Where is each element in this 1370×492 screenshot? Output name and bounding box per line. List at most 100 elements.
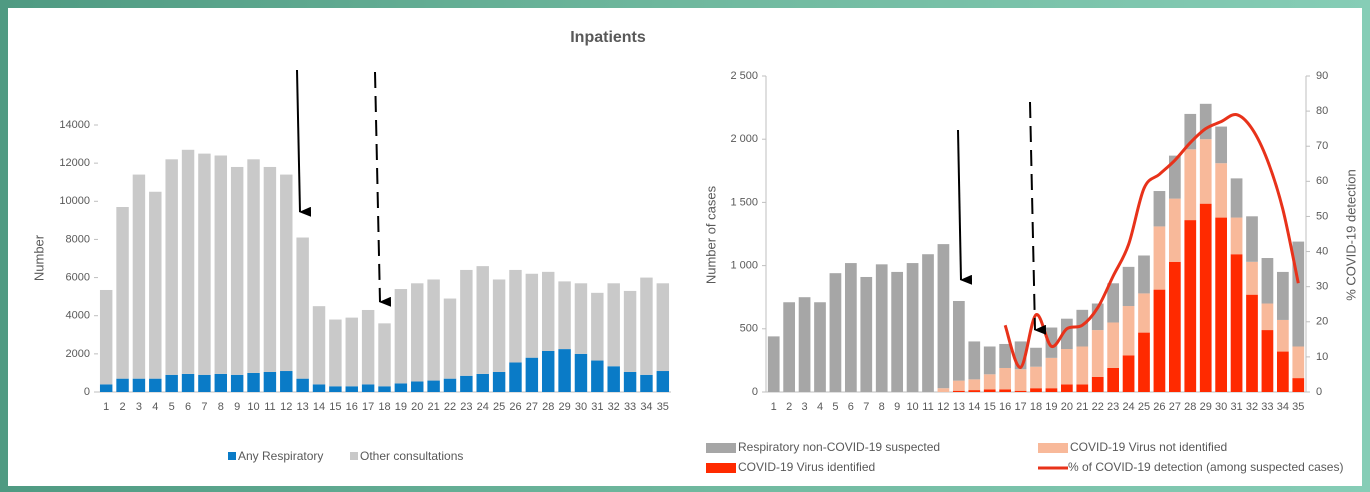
x-tick-label: 13 bbox=[297, 401, 309, 413]
bar bbox=[541, 271, 555, 351]
x-tick-label: 10 bbox=[247, 401, 259, 413]
bar bbox=[198, 374, 211, 392]
y-tick-label: 2000 bbox=[66, 348, 90, 360]
x-tick-label: 32 bbox=[608, 401, 620, 413]
bar bbox=[492, 279, 506, 372]
legend-label: COVID-19 Virus identified bbox=[738, 460, 875, 474]
x-tick-label: 22 bbox=[1092, 401, 1104, 413]
bar bbox=[329, 386, 342, 392]
bar bbox=[574, 283, 588, 354]
bar bbox=[214, 373, 228, 392]
bar bbox=[525, 357, 539, 392]
x-tick-label: 21 bbox=[427, 401, 439, 413]
x-tick-label: 6 bbox=[185, 401, 191, 413]
x-tick-label: 30 bbox=[1215, 401, 1227, 413]
bar bbox=[1091, 330, 1104, 377]
bar bbox=[1168, 261, 1181, 392]
x-tick-label: 19 bbox=[395, 401, 407, 413]
bar bbox=[968, 379, 981, 391]
bar bbox=[460, 269, 473, 376]
bar bbox=[116, 207, 129, 379]
x-tick-label: 1 bbox=[103, 401, 109, 413]
bar bbox=[541, 350, 555, 392]
bar bbox=[656, 283, 670, 372]
bar bbox=[875, 264, 888, 392]
x-tick-label: 17 bbox=[1014, 401, 1026, 413]
y-tick-label: 12000 bbox=[59, 157, 90, 169]
bar bbox=[1215, 163, 1228, 218]
bar bbox=[1138, 293, 1150, 333]
bar bbox=[1107, 283, 1120, 323]
bar bbox=[443, 378, 457, 392]
bar bbox=[1045, 327, 1058, 358]
bar bbox=[263, 371, 277, 392]
bar bbox=[132, 174, 146, 379]
bar bbox=[247, 372, 260, 392]
legend-swatch bbox=[350, 452, 358, 460]
bar bbox=[558, 349, 571, 392]
bar bbox=[1076, 309, 1089, 347]
y-tick-label: 6000 bbox=[66, 271, 90, 283]
x-tick-label: 11 bbox=[922, 401, 933, 413]
line bbox=[1003, 112, 1300, 369]
arrow bbox=[296, 69, 312, 217]
x-tick-label: 27 bbox=[526, 401, 538, 413]
bar bbox=[983, 374, 996, 390]
bar bbox=[1060, 384, 1073, 392]
y2-tick-label: 20 bbox=[1316, 316, 1328, 328]
bar bbox=[361, 384, 375, 392]
x-tick-label: 31 bbox=[591, 401, 603, 413]
bar bbox=[1276, 351, 1289, 392]
bar bbox=[1122, 355, 1135, 392]
arrow bbox=[957, 129, 973, 285]
bar bbox=[640, 374, 653, 392]
x-tick-label: 2 bbox=[119, 401, 125, 413]
bar bbox=[1030, 388, 1042, 392]
x-tick-label: 2 bbox=[786, 401, 792, 413]
x-tick-label: 9 bbox=[894, 401, 900, 413]
arrow bbox=[374, 71, 392, 307]
bar bbox=[952, 300, 965, 381]
bar bbox=[591, 360, 604, 392]
x-tick-label: 35 bbox=[1292, 401, 1304, 413]
legend-label: % of COVID-19 detection (among suspected… bbox=[1068, 460, 1343, 474]
legend-label: Respiratory non-COVID-19 suspected bbox=[738, 440, 940, 454]
bar bbox=[1261, 303, 1274, 331]
x-tick-label: 34 bbox=[640, 401, 652, 413]
bar bbox=[1091, 376, 1104, 392]
bar bbox=[99, 289, 113, 385]
x-tick-label: 9 bbox=[234, 401, 240, 413]
y-tick-label: 0 bbox=[84, 386, 90, 398]
bar bbox=[656, 371, 670, 392]
bar bbox=[296, 237, 309, 379]
x-tick-label: 34 bbox=[1277, 401, 1289, 413]
bar bbox=[1076, 346, 1089, 385]
bar bbox=[1276, 319, 1289, 352]
x-tick-label: 7 bbox=[201, 401, 207, 413]
bar bbox=[640, 277, 653, 375]
bar bbox=[952, 390, 965, 392]
bar bbox=[99, 384, 113, 392]
x-tick-label: 20 bbox=[1061, 401, 1073, 413]
chart-title: Inpatients bbox=[570, 29, 646, 46]
bar bbox=[198, 153, 211, 375]
y-tick-label: 2 500 bbox=[730, 70, 758, 82]
x-tick-label: 13 bbox=[953, 401, 965, 413]
x-tick-label: 15 bbox=[329, 401, 341, 413]
bar bbox=[132, 378, 146, 392]
bar bbox=[296, 378, 309, 392]
bar bbox=[411, 283, 424, 382]
bar bbox=[937, 388, 950, 392]
bar bbox=[1014, 369, 1027, 391]
bar bbox=[378, 323, 391, 387]
bar bbox=[476, 266, 489, 374]
y-tick-label: 10000 bbox=[59, 195, 90, 207]
x-tick-label: 32 bbox=[1246, 401, 1258, 413]
bar bbox=[1199, 203, 1212, 392]
x-tick-label: 11 bbox=[264, 401, 275, 413]
bar bbox=[312, 306, 326, 385]
bar bbox=[1030, 347, 1042, 367]
bar bbox=[906, 263, 919, 392]
